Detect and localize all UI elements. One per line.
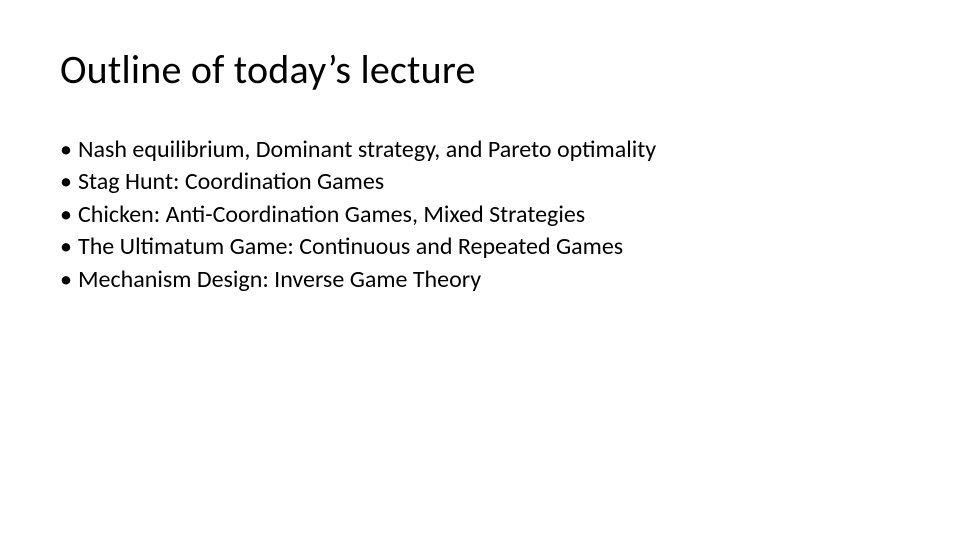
slide-title: Outline of today’s lecture	[60, 48, 900, 92]
bullet-icon: •	[60, 134, 78, 166]
bullet-icon: •	[60, 264, 78, 296]
bullet-text: Mechanism Design: Inverse Game Theory	[78, 264, 900, 296]
list-item: • Nash equilibrium, Dominant strategy, a…	[60, 134, 900, 166]
bullet-text: Stag Hunt: Coordination Games	[78, 166, 900, 198]
bullet-icon: •	[60, 199, 78, 231]
list-item: • Stag Hunt: Coordination Games	[60, 166, 900, 198]
bullet-list: • Nash equilibrium, Dominant strategy, a…	[60, 134, 900, 296]
slide: Outline of today’s lecture • Nash equili…	[0, 0, 960, 540]
bullet-icon: •	[60, 166, 78, 198]
bullet-text: Nash equilibrium, Dominant strategy, and…	[78, 134, 900, 166]
bullet-text: The Ultimatum Game: Continuous and Repea…	[78, 231, 900, 263]
list-item: • The Ultimatum Game: Continuous and Rep…	[60, 231, 900, 263]
bullet-icon: •	[60, 231, 78, 263]
bullet-text: Chicken: Anti-Coordination Games, Mixed …	[78, 199, 900, 231]
list-item: • Chicken: Anti-Coordination Games, Mixe…	[60, 199, 900, 231]
list-item: • Mechanism Design: Inverse Game Theory	[60, 264, 900, 296]
